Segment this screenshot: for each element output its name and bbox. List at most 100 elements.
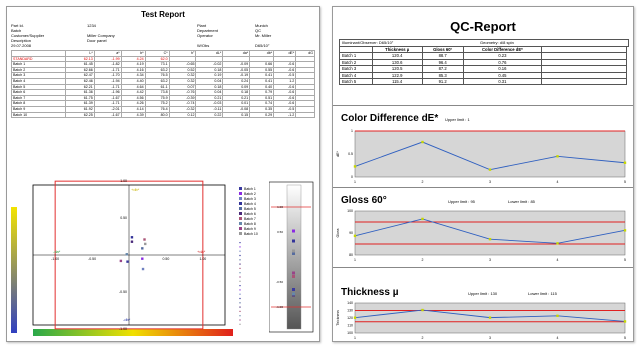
table-cell: 4.26 [120, 100, 146, 107]
qc-column-header: Gloss 60° [421, 45, 464, 54]
lightness-tick: 0.50 [277, 230, 283, 234]
table-row: Batch 5 62.21 -1.71 4.64 61.1 0.07 0.18 0.09 0.4… [11, 83, 315, 91]
legend-swatch [239, 212, 242, 215]
table-cell [295, 72, 315, 79]
data-point [623, 320, 627, 323]
lightness-bar-chart: 1.00 0.50 -0.50 -1.00 [269, 181, 314, 333]
upper-limit-label: Upper limit : 1 [445, 117, 470, 122]
data-point [488, 237, 492, 241]
table-row: Batch 3 62.47 -1.70 4.34 76.5 0.32 0.19 -0.19 0.… [11, 72, 315, 79]
legend-label: Batch 8 [244, 222, 256, 226]
x-tick-label: -0.50 [88, 257, 96, 261]
table-cell: 63.2 [144, 66, 170, 74]
data-point [556, 314, 559, 318]
qc-cell: 96.4 [421, 58, 464, 67]
x-tick-label: 3 [489, 180, 491, 184]
table-cell: -0.6 [273, 89, 297, 96]
meta-value: Miller Company [87, 33, 115, 38]
qc-empty-cell [541, 77, 627, 86]
scatter-point [125, 253, 128, 256]
lightness-point [292, 239, 295, 243]
table-cell: 75.9 [144, 94, 170, 102]
lightness-tick: -1.00 [276, 305, 283, 309]
x-tick-label: 3 [489, 336, 491, 340]
legend-label: Batch 9 [244, 227, 256, 231]
legend-label: Batch 6 [244, 212, 256, 216]
x-tick-label: 5 [624, 180, 626, 184]
qc-cell: 0.45 [462, 71, 543, 80]
qc-cell: 0.23 [462, 52, 543, 60]
table-cell [295, 61, 315, 68]
qc-row: Batch 5 115.4 91.2 0.31 [339, 77, 627, 86]
color-data-table: L* a* b* C* h° dL* da* db* dE* dG STANDARD 62.13 -1.… [11, 50, 315, 119]
legend-label: Batch 1 [244, 187, 256, 191]
y-tick-label: 130 [347, 309, 353, 313]
table-cell: 63.2 [144, 78, 170, 85]
qc-row: Batch 1 120.4 88.7 0.23 [339, 52, 627, 60]
qc-row: Batch 2 130.6 96.4 0.76 [339, 58, 627, 67]
y-tick-label: 120 [347, 316, 353, 320]
thickness-section: Thickness µ Upper limit : 130 Lower limi… [333, 269, 633, 341]
data-point [623, 229, 627, 232]
table-cell [295, 100, 315, 107]
y-tick-label: 100 [347, 331, 353, 335]
y-axis-label: dE* [336, 151, 340, 157]
table-cell: 76.5 [144, 72, 170, 79]
table-cell: -0.6 [273, 100, 297, 107]
table-cell: 4.14 [120, 105, 146, 113]
data-point [421, 217, 424, 221]
table-cell: 4.40 [120, 78, 146, 85]
table-cell: 4.19 [120, 61, 146, 68]
legend-minor-mark [239, 246, 241, 248]
legend-swatch [239, 187, 242, 190]
table-cell: Batch 2 [11, 66, 66, 74]
table-cell: Batch 3 [11, 72, 66, 79]
scatter-point [126, 260, 129, 263]
data-point [421, 308, 424, 312]
x-tick-label: 1 [354, 258, 356, 262]
meta-label: Description [11, 38, 32, 43]
lightness-point [292, 271, 295, 275]
axis-label-plus-a: +da* [197, 249, 206, 254]
legend-minor-mark [239, 272, 241, 274]
legend-swatch [239, 227, 242, 230]
geometry-label: Geometry: d/8 spin [480, 40, 514, 45]
x-tick-label: 1 [354, 336, 356, 340]
y-tick-label: 100 [347, 209, 353, 213]
data-point [556, 155, 559, 158]
lightness-point [292, 249, 295, 253]
test-report-sheet: Test Report Part Id. 1234 Batch Customer… [6, 6, 320, 342]
x-tick-label: 4 [557, 336, 559, 340]
legend-minor-mark [239, 293, 241, 295]
y-tick-label: 0.50 [120, 216, 127, 220]
x-tick-label: -1.00 [51, 257, 59, 261]
x-tick-label: 0.50 [163, 257, 170, 261]
table-cell: 80.0 [144, 111, 170, 119]
table-row: Batch 1 61.45 -1.82 4.19 73.1 -0.65 -0.02 -0.09… [11, 61, 315, 68]
legend-minor-mark [239, 285, 241, 287]
x-tick-label: 2 [422, 258, 424, 262]
table-cell: -0.6 [273, 94, 297, 102]
legend-label: Batch 5 [244, 207, 256, 211]
table-cell: -0.6 [273, 83, 297, 91]
legend-label: Batch 7 [244, 217, 256, 221]
table-cell: 4.42 [120, 89, 146, 96]
table-cell: 0.15 [222, 111, 251, 119]
y-tick-label: -1.00 [119, 327, 127, 331]
legend-minor-mark [239, 267, 241, 269]
y-axis-label: Gloss [336, 228, 340, 237]
qc-row: Batch 3 120.5 87.2 0.16 [339, 65, 627, 73]
x-tick-label: 5 [624, 258, 626, 262]
meta-label: W/Obs [197, 43, 210, 48]
legend-swatch [239, 222, 242, 225]
table-cell: -1.2 [273, 111, 297, 119]
x-tick-label: 2 [422, 180, 424, 184]
y-tick-label: 0.5 [348, 152, 353, 156]
table-cell: 4.34 [120, 72, 146, 79]
legend-swatch [239, 217, 242, 220]
legend-minor-mark [239, 306, 241, 308]
meta-value: D65/10° [255, 43, 270, 48]
legend-minor-mark [239, 297, 241, 300]
table-cell: -1.67 [93, 111, 122, 119]
